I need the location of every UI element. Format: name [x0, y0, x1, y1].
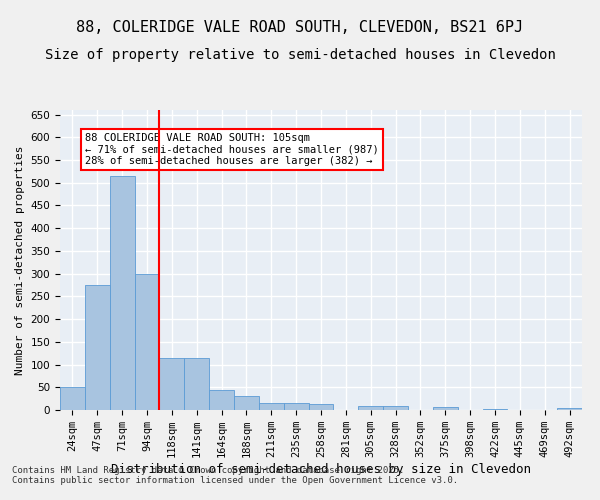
Text: 88 COLERIDGE VALE ROAD SOUTH: 105sqm
← 71% of semi-detached houses are smaller (: 88 COLERIDGE VALE ROAD SOUTH: 105sqm ← 7…	[85, 132, 379, 166]
Text: 88, COLERIDGE VALE ROAD SOUTH, CLEVEDON, BS21 6PJ: 88, COLERIDGE VALE ROAD SOUTH, CLEVEDON,…	[76, 20, 524, 35]
Bar	[209, 390, 234, 410]
Bar	[284, 403, 308, 410]
Bar	[482, 408, 508, 410]
Bar	[433, 408, 458, 410]
Bar	[557, 408, 582, 410]
Bar	[160, 358, 184, 410]
Bar	[259, 403, 284, 410]
Bar	[308, 404, 334, 410]
Bar	[134, 274, 160, 410]
Bar	[110, 176, 134, 410]
Bar	[358, 406, 383, 410]
Bar	[184, 358, 209, 410]
Bar	[383, 406, 408, 410]
Text: Contains HM Land Registry data © Crown copyright and database right 2025.
Contai: Contains HM Land Registry data © Crown c…	[12, 466, 458, 485]
X-axis label: Distribution of semi-detached houses by size in Clevedon: Distribution of semi-detached houses by …	[111, 463, 531, 476]
Y-axis label: Number of semi-detached properties: Number of semi-detached properties	[15, 145, 25, 375]
Bar	[85, 285, 110, 410]
Text: Size of property relative to semi-detached houses in Clevedon: Size of property relative to semi-detach…	[44, 48, 556, 62]
Bar	[234, 396, 259, 410]
Bar	[60, 388, 85, 410]
